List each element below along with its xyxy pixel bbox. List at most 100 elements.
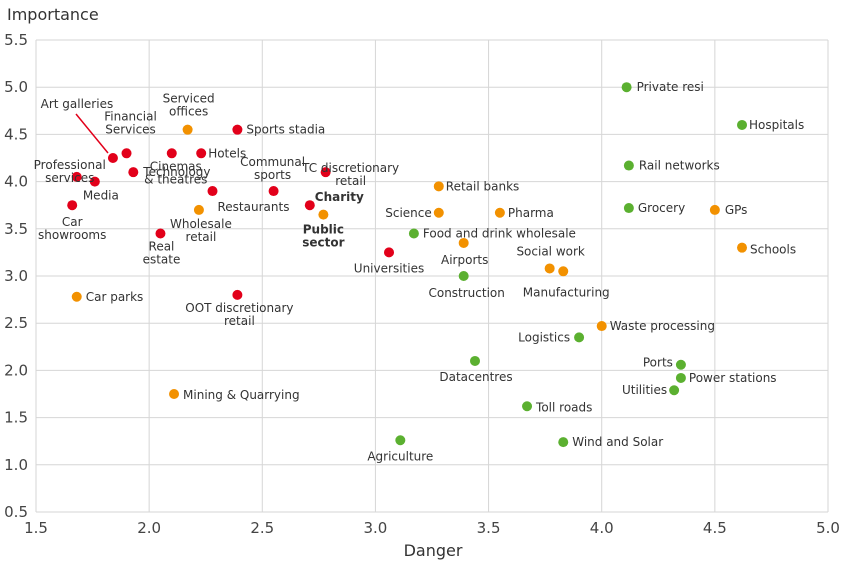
- point-professional-services: [71, 171, 82, 182]
- label-rail-networks: Rail networks: [639, 159, 720, 173]
- label-sports-stadia: Sports stadia: [246, 123, 325, 137]
- y-tick-label: 5.0: [4, 78, 28, 96]
- x-tick-label: 4.0: [590, 519, 614, 537]
- x-axis-title: Danger: [404, 541, 463, 560]
- point-communal-sports: [268, 186, 279, 197]
- point-power-stations: [675, 372, 686, 383]
- point-charity: [304, 200, 315, 211]
- y-axis-title: Importance: [7, 5, 99, 24]
- y-tick-label: 4.5: [4, 125, 28, 143]
- label-wholesale-retail: Wholesale retail: [170, 217, 232, 244]
- point-financial-services: [121, 148, 132, 159]
- label-construction: Construction: [428, 286, 504, 300]
- label-professional-services: Professional services: [34, 158, 106, 185]
- point-sports-stadia: [232, 124, 243, 135]
- point-social-work: [544, 263, 555, 274]
- point-cinemas-and-theatres: [166, 148, 177, 159]
- point-logistics: [574, 332, 585, 343]
- point-toll-roads: [522, 401, 533, 412]
- point-hotels: [196, 148, 207, 159]
- y-tick-label: 2.5: [4, 314, 28, 332]
- label-agriculture: Agriculture: [367, 449, 433, 463]
- point-ports: [675, 359, 686, 370]
- label-oot-discretionary-retail: OOT discretionary retail: [185, 301, 293, 328]
- label-schools: Schools: [750, 243, 796, 257]
- point-real-estate: [155, 228, 166, 239]
- data-points: [67, 82, 748, 448]
- point-tc-discretionary-retail: [320, 167, 331, 178]
- y-tick-label: 4.0: [4, 173, 28, 191]
- point-pharma: [494, 207, 505, 218]
- label-datacentres: Datacentres: [439, 370, 512, 384]
- y-tick-label: 5.5: [4, 31, 28, 49]
- label-art-galleries: Art galleries: [41, 97, 114, 111]
- label-airports: Airports: [441, 253, 488, 267]
- point-private-resi: [621, 82, 632, 93]
- label-charity: Charity: [315, 190, 364, 204]
- point-construction: [458, 271, 469, 281]
- point-gps: [709, 204, 720, 215]
- y-tick-label: 3.0: [4, 267, 28, 285]
- x-tick-label: 1.5: [24, 519, 48, 537]
- point-media: [89, 176, 100, 187]
- y-tick-label: 1.0: [4, 456, 28, 474]
- label-waste-processing: Waste processing: [610, 319, 715, 333]
- label-car-parks: Car parks: [86, 290, 144, 304]
- point-manufacturing: [558, 266, 569, 277]
- label-ports: Ports: [643, 356, 673, 370]
- point-grocery: [623, 203, 634, 214]
- y-tick-label: 0.5: [4, 503, 28, 521]
- art-galleries-leader-line: [75, 113, 109, 154]
- point-universities: [384, 247, 395, 258]
- x-tick-label: 4.5: [703, 519, 727, 537]
- x-tick-label: 3.0: [363, 519, 387, 537]
- label-restaurants: Restaurants: [218, 200, 290, 214]
- label-serviced-offices: Serviced offices: [163, 92, 215, 119]
- point-serviced-offices: [182, 124, 193, 135]
- point-oot-discretionary-retail: [232, 289, 243, 300]
- point-car-showrooms: [67, 200, 78, 211]
- label-science: Science: [385, 206, 432, 220]
- label-logistics: Logistics: [518, 330, 570, 344]
- label-wind-and-solar: Wind and Solar: [572, 435, 663, 449]
- x-tick-label: 3.5: [477, 519, 501, 537]
- point-datacentres: [469, 355, 480, 366]
- label-mining-and-quarrying: Mining & Quarrying: [183, 388, 300, 402]
- y-tick-label: 3.5: [4, 220, 28, 238]
- label-cinemas-and-theatres: Cinemas & theatres: [144, 159, 207, 186]
- point-car-parks: [71, 291, 82, 302]
- point-public-sector: [318, 209, 329, 220]
- label-tc-discretionary-retail: TC discretionary retail: [301, 161, 399, 188]
- point-rail-networks: [623, 160, 634, 171]
- label-real-estate: Real estate: [143, 240, 181, 267]
- point-airports: [458, 237, 469, 248]
- point-hospitals: [737, 119, 748, 130]
- label-car-showrooms: Car showrooms: [38, 215, 106, 242]
- y-tick-label: 1.5: [4, 409, 28, 427]
- label-gps: GPs: [725, 203, 748, 217]
- point-waste-processing: [596, 321, 607, 332]
- point-art-galleries: [107, 153, 118, 163]
- label-private-resi: Private resi: [637, 80, 704, 94]
- label-food-and-drink-wholesale: Food and drink wholesale: [423, 227, 576, 241]
- label-social-work: Social work: [516, 244, 584, 258]
- x-tick-label: 2.5: [250, 519, 274, 537]
- point-technology: [128, 167, 139, 178]
- point-agriculture: [395, 435, 406, 446]
- point-schools: [737, 242, 748, 253]
- label-power-stations: Power stations: [689, 371, 777, 385]
- label-media: Media: [83, 189, 119, 203]
- point-utilities: [669, 385, 680, 396]
- label-manufacturing: Manufacturing: [523, 285, 610, 299]
- point-restaurants: [207, 186, 218, 197]
- label-utilities: Utilities: [622, 383, 667, 397]
- label-universities: Universities: [354, 261, 424, 275]
- label-hospitals: Hospitals: [749, 118, 804, 132]
- label-financial-services: Financial Services: [104, 109, 157, 136]
- y-tick-label: 2.0: [4, 361, 28, 379]
- label-communal-sports: Communal sports: [240, 155, 305, 182]
- point-science: [433, 207, 444, 218]
- label-public-sector: Public sector: [302, 223, 344, 250]
